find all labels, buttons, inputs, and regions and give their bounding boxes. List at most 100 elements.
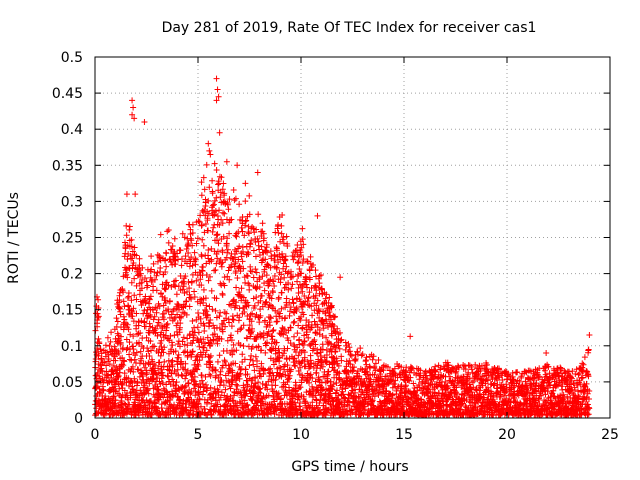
data-point-1336 (203, 302, 210, 309)
data-point-3093 (346, 357, 353, 364)
data-point-1404 (208, 411, 215, 418)
data-point-617 (145, 348, 152, 355)
data-point-1436 (211, 211, 218, 218)
data-point-1689 (231, 197, 238, 204)
data-point-3515 (397, 394, 404, 401)
data-point-2833 (322, 310, 329, 317)
data-point-4151 (472, 403, 479, 410)
data-point-3502 (395, 363, 402, 370)
data-point-1959 (252, 353, 259, 360)
data-point-3060 (342, 385, 349, 392)
data-point-2732 (314, 297, 321, 304)
data-point-1725 (234, 275, 241, 282)
data-point-1359 (205, 227, 212, 234)
data-point-3295 (370, 353, 377, 360)
data-point-2087 (262, 342, 269, 349)
data-point-1624 (226, 276, 233, 283)
data-point-1853 (244, 371, 251, 378)
data-point-779 (158, 363, 165, 370)
data-point-2704 (312, 341, 319, 348)
data-point-893 (167, 332, 174, 339)
data-point-1515 (217, 368, 224, 375)
data-point-1213 (193, 353, 200, 360)
data-point-1779 (238, 285, 245, 292)
data-point-1274 (198, 282, 205, 289)
data-point-2329 (282, 371, 289, 378)
data-point-2434 (290, 359, 297, 366)
data-point-1344 (203, 161, 210, 168)
data-point-3403 (383, 387, 390, 394)
data-point-919 (169, 242, 176, 249)
data-point-473 (133, 296, 140, 303)
data-point-2357 (284, 362, 291, 369)
data-point-257 (116, 337, 123, 344)
data-point-2261 (276, 310, 283, 317)
data-point-1832 (242, 366, 249, 373)
data-point-1878 (246, 362, 253, 369)
data-point-2567 (301, 301, 308, 308)
data-point-377 (125, 290, 132, 297)
data-point-949 (171, 235, 178, 242)
data-point-843 (163, 327, 170, 334)
data-point-2325 (281, 256, 288, 263)
data-point-1995 (255, 238, 262, 245)
data-point-2538 (299, 325, 306, 332)
data-point-2935 (330, 398, 337, 405)
data-point-1281 (198, 253, 205, 260)
data-point-4475 (510, 376, 517, 383)
data-point-2028 (258, 360, 265, 367)
data-point-4005 (454, 373, 461, 380)
data-point-2328 (282, 314, 289, 321)
data-point-590 (143, 371, 150, 378)
data-point-1543 (219, 328, 226, 335)
data-point-390 (126, 223, 133, 230)
data-point-1325 (202, 373, 209, 380)
data-point-2004 (256, 386, 263, 393)
data-point-70 (97, 346, 104, 353)
data-point-587 (142, 298, 149, 305)
data-point-163 (108, 379, 115, 386)
data-point-3131 (351, 364, 358, 371)
data-point-902 (168, 258, 175, 265)
data-point-887 (166, 298, 173, 305)
data-point-816 (161, 358, 168, 365)
data-point-1457 (212, 366, 219, 373)
data-point-2993 (335, 392, 342, 399)
data-point-2564 (301, 332, 308, 339)
data-point-3565 (402, 382, 409, 389)
data-point-1118 (185, 380, 192, 387)
data-point-1362 (205, 197, 212, 204)
data-point-1360 (205, 247, 212, 254)
data-point-2901 (328, 316, 335, 323)
data-point-493 (135, 366, 142, 373)
data-point-358 (124, 344, 131, 351)
data-point-3469 (391, 381, 398, 388)
data-point-1074 (182, 273, 189, 280)
data-point-2613 (305, 334, 312, 341)
data-point-2346 (283, 295, 290, 302)
data-point-1036 (178, 255, 185, 262)
data-point-2714 (313, 302, 320, 309)
data-point-130 (104, 334, 111, 341)
data-point-288 (118, 394, 125, 401)
data-point-1269 (197, 403, 204, 410)
data-point-2542 (299, 225, 306, 232)
data-point-2277 (278, 271, 285, 278)
data-point-1690 (231, 389, 238, 396)
data-point-1165 (189, 317, 196, 324)
data-point-4755 (544, 397, 551, 404)
data-point-291 (118, 361, 125, 368)
data-point-1504 (216, 352, 223, 359)
data-point-1375 (206, 303, 213, 310)
data-point-2622 (305, 319, 312, 326)
data-point-1130 (186, 303, 193, 310)
data-point-2291 (279, 212, 286, 219)
data-point-2635 (306, 274, 313, 281)
data-point-1510 (217, 309, 224, 316)
data-point-1183 (190, 385, 197, 392)
data-point-2029 (258, 347, 265, 354)
data-point-1933 (250, 295, 257, 302)
data-point-1012 (176, 343, 183, 350)
data-point-1247 (196, 390, 203, 397)
data-point-1561 (221, 210, 228, 217)
